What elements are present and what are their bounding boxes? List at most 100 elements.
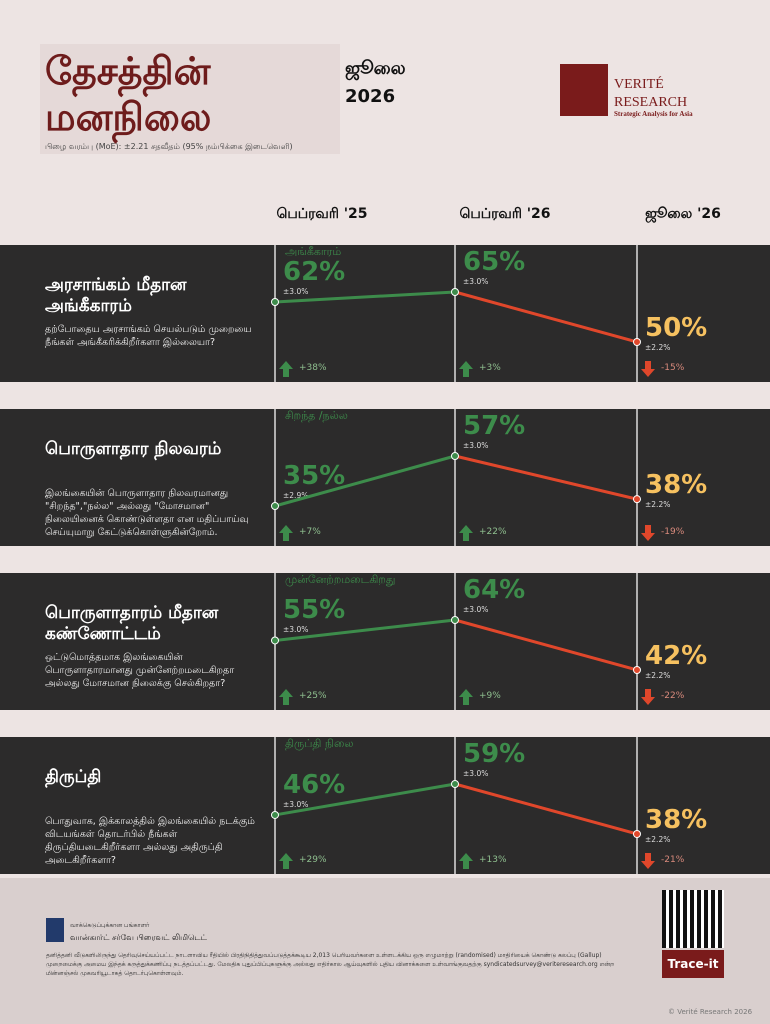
change-arrow bbox=[279, 853, 293, 869]
point bbox=[451, 780, 459, 788]
point bbox=[633, 666, 641, 674]
change-label: -19% bbox=[661, 527, 685, 537]
partner-logo bbox=[46, 918, 64, 942]
error-label: ±3.0% bbox=[463, 277, 489, 286]
panel bbox=[0, 409, 770, 546]
series-label: திருப்தி நிலை bbox=[285, 737, 354, 750]
point bbox=[271, 636, 279, 645]
column-header: பெப்ரவரி '26 bbox=[459, 206, 551, 222]
change-label: +9% bbox=[479, 691, 501, 701]
error-label: ±2.2% bbox=[645, 671, 671, 680]
method: தனித்தனி வீடுகளிலிருந்து தெரிவுசெய்யப்பட… bbox=[46, 952, 615, 977]
error-label: ±3.0% bbox=[283, 287, 309, 296]
panel-title: அரசாங்கம் மீதான அங்கீகாரம் bbox=[45, 275, 187, 316]
error-label: ±2.2% bbox=[645, 500, 671, 510]
error-label: ±3.0% bbox=[463, 605, 489, 614]
change-arrow bbox=[641, 853, 655, 869]
point bbox=[451, 616, 459, 624]
point bbox=[633, 830, 641, 838]
segment bbox=[454, 782, 638, 836]
error-label: ±3.0% bbox=[283, 625, 309, 635]
panel-question: இலங்கையின் பொருளாதார நிலவரமானது "சிறந்த"… bbox=[45, 488, 249, 538]
panel bbox=[0, 573, 770, 710]
change-label: +22% bbox=[479, 527, 507, 537]
partner: வான்கார்ட் சர்வே பிரைவட் லிமிடெட் bbox=[70, 933, 208, 942]
segment bbox=[274, 618, 456, 642]
value-label: 35% bbox=[283, 461, 346, 491]
panel bbox=[0, 737, 770, 874]
value-label: 57% bbox=[463, 411, 526, 441]
value-label: 65% bbox=[463, 247, 526, 277]
panel-question: பொதுவாக, இக்காலத்தில் இலங்கையில் நடக்கும… bbox=[45, 816, 255, 866]
panel-title: திருப்தி bbox=[45, 767, 102, 787]
error-label: ±2.9% bbox=[283, 491, 309, 500]
point bbox=[451, 452, 459, 460]
segment bbox=[454, 454, 638, 501]
panel-title: பொருளாதார நிலவரம் bbox=[45, 439, 222, 459]
series-label: சிறந்த /நல்ல bbox=[285, 409, 348, 422]
change-arrow bbox=[279, 689, 293, 705]
footer-bg bbox=[0, 878, 770, 1024]
change-arrow bbox=[641, 689, 655, 705]
value-label: 59% bbox=[463, 739, 526, 769]
value-label: 38% bbox=[645, 470, 708, 501]
copyright: © Verité Research 2026 bbox=[668, 1008, 753, 1016]
change-label: +3% bbox=[479, 363, 501, 373]
change-arrow bbox=[459, 361, 473, 377]
logo-mark bbox=[560, 64, 608, 116]
value-label: 50% bbox=[645, 313, 708, 343]
column-header: ஜூலை '26 bbox=[645, 206, 721, 222]
segment bbox=[454, 290, 638, 344]
change-arrow bbox=[279, 525, 293, 541]
panel-question: ஒட்டுமொத்தமாக இலங்கையின் பொருளாதாரமானது … bbox=[45, 652, 235, 689]
series-label: அங்கீகாரம் bbox=[285, 245, 342, 258]
change-label: +29% bbox=[299, 855, 327, 865]
main-title: தேசத்தின் மனநிலை bbox=[45, 49, 212, 139]
value-label: 42% bbox=[645, 641, 708, 671]
series-label: முன்னேற்றமடைகிறது bbox=[285, 573, 396, 586]
segment bbox=[274, 782, 456, 817]
point bbox=[271, 810, 279, 819]
trace-it[interactable]: Trace-it bbox=[662, 950, 724, 978]
segment bbox=[274, 290, 456, 304]
value-label: 38% bbox=[645, 805, 708, 835]
error-label: ±3.0% bbox=[463, 769, 489, 778]
qr-code bbox=[662, 890, 724, 948]
change-arrow bbox=[459, 853, 473, 869]
error-label: ±2.2% bbox=[645, 835, 671, 844]
title-box bbox=[40, 44, 340, 154]
value-label: 55% bbox=[283, 595, 346, 626]
value-label: 62% bbox=[283, 257, 346, 287]
edition: ஜூலை 2026 bbox=[345, 58, 406, 107]
change-arrow bbox=[279, 361, 293, 377]
change-arrow bbox=[459, 525, 473, 541]
point bbox=[633, 338, 641, 346]
moe: பிழை வரம்பு (MoE): ±2.21 சதவீதம் (95% நம… bbox=[45, 142, 293, 151]
error-label: ±2.2% bbox=[645, 343, 671, 352]
change-label: -21% bbox=[661, 855, 685, 865]
error-label: ±3.0% bbox=[463, 441, 489, 450]
value-label: 46% bbox=[283, 769, 346, 800]
point bbox=[451, 288, 459, 296]
change-label: +25% bbox=[299, 691, 327, 701]
change-arrow bbox=[641, 361, 655, 377]
change-label: +7% bbox=[299, 527, 321, 537]
panel-title: பொருளாதாரம் மீதான கண்ணோட்டம் bbox=[45, 603, 219, 644]
point bbox=[633, 495, 641, 504]
partner-label: வாக்கெடுப்புக்கான பங்காளர் bbox=[70, 922, 150, 929]
change-label: +13% bbox=[479, 855, 507, 865]
change-label: -15% bbox=[661, 363, 685, 373]
point bbox=[271, 298, 279, 306]
segment bbox=[274, 454, 456, 508]
segment bbox=[454, 618, 638, 672]
logo-name: VERITÉ RESEARCH bbox=[614, 77, 688, 110]
logo-tagline: Strategic Analysis for Asia bbox=[614, 110, 693, 118]
point bbox=[271, 502, 279, 510]
value-label: 64% bbox=[463, 575, 526, 605]
column-header: பெப்ரவரி '25 bbox=[276, 206, 368, 222]
change-label: -22% bbox=[661, 691, 685, 701]
panel bbox=[0, 245, 770, 382]
panel-question: தற்போதைய அரசாங்கம் செயல்படும் முறையை நீங… bbox=[45, 324, 252, 348]
